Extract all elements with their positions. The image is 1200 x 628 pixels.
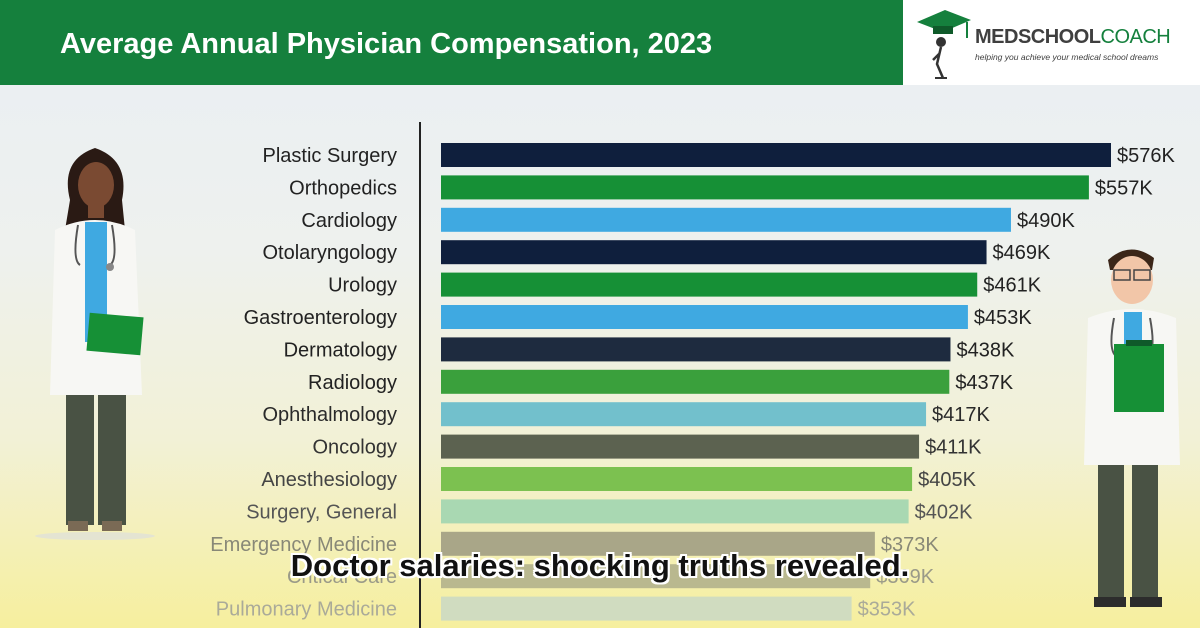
logo-tagline: helping you achieve your medical school … [975, 52, 1159, 62]
value-label: $437K [955, 372, 1013, 394]
category-label: Oncology [313, 437, 398, 459]
value-label: $576K [1117, 145, 1175, 167]
chart-title: Average Annual Physician Compensation, 2… [60, 28, 713, 60]
logo: MEDSCHOOLCOACH helping you achieve your … [903, 0, 1200, 85]
value-label: $417K [932, 404, 990, 426]
category-label: Radiology [308, 372, 397, 394]
logo-name-part2: COACH [1100, 26, 1171, 48]
caption-overlay: Doctor salaries: shocking truths reveale… [290, 548, 910, 583]
header-banner: Average Annual Physician Compensation, 2… [0, 0, 903, 85]
logo-name-part1: MEDSCHOOL [975, 26, 1101, 48]
bar [441, 596, 852, 621]
bar [441, 207, 1011, 232]
category-label: Ophthalmology [262, 404, 397, 426]
category-label: Surgery, General [246, 501, 397, 523]
bar [441, 499, 909, 524]
bar [441, 272, 978, 297]
bar [441, 240, 987, 265]
value-label: $373K [881, 534, 939, 556]
value-label: $557K [1095, 177, 1153, 199]
category-label: Gastroenterology [244, 307, 397, 329]
value-label: $402K [915, 501, 973, 523]
category-label: Urology [328, 275, 397, 297]
category-label: Critical Care [287, 566, 397, 588]
bar [441, 143, 1111, 167]
bar [441, 531, 875, 556]
logo-name: MEDSCHOOLCOACH [975, 26, 1171, 49]
bar [441, 337, 951, 362]
value-label: $453K [974, 307, 1032, 329]
bar [441, 369, 950, 394]
bar [441, 564, 871, 589]
bar [441, 402, 927, 427]
category-label: Orthopedics [289, 177, 397, 199]
category-label: Pulmonary Medicine [216, 599, 397, 621]
value-label: $369K [876, 566, 934, 588]
category-label: Plastic Surgery [263, 145, 398, 167]
bar [441, 467, 913, 491]
category-label: Emergency Medicine [210, 534, 397, 556]
bar [441, 434, 920, 459]
category-label: Cardiology [301, 210, 397, 232]
bar [441, 305, 968, 329]
female-doctor-illustration [35, 148, 155, 540]
value-label: $490K [1017, 210, 1075, 232]
value-label: $438K [956, 339, 1014, 361]
value-label: $461K [983, 275, 1041, 297]
value-label: $405K [918, 469, 976, 491]
value-label: $353K [858, 599, 916, 621]
graduation-cap-icon [917, 10, 971, 79]
male-doctor-illustration [1084, 249, 1180, 607]
category-label: Anesthesiology [261, 469, 397, 491]
value-label: $411K [925, 437, 982, 459]
bar [441, 175, 1089, 200]
category-label: Dermatology [284, 339, 397, 361]
value-label: $469K [993, 242, 1051, 264]
category-label: Otolaryngology [262, 242, 397, 264]
